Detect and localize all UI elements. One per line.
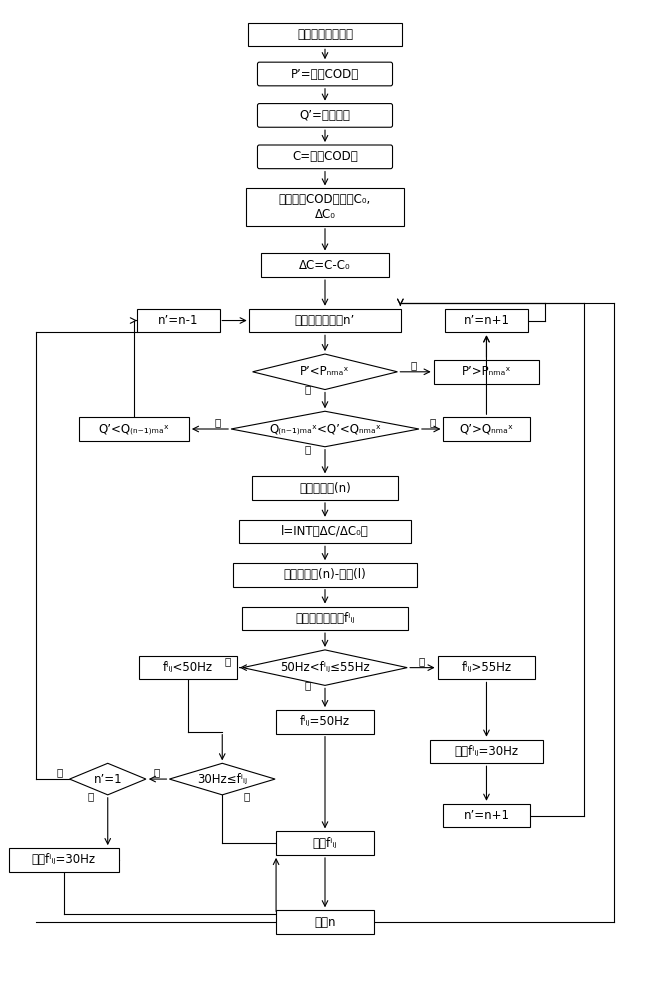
Polygon shape — [253, 354, 397, 390]
Text: 计算鼓风机频率fⁱᵢⱼ: 计算鼓风机频率fⁱᵢⱼ — [295, 612, 355, 625]
FancyBboxPatch shape — [257, 104, 393, 127]
Bar — [246, 188, 404, 226]
Text: 读取进、出水数据: 读取进、出水数据 — [297, 28, 353, 41]
Polygon shape — [170, 763, 275, 795]
Text: 是: 是 — [304, 444, 311, 454]
Text: Q₍ₙ₋₁₎ₘₐˣ<Q’<Qₙₘₐˣ: Q₍ₙ₋₁₎ₘₐˣ<Q’<Qₙₘₐˣ — [269, 422, 381, 436]
Bar — [249, 309, 401, 332]
Bar — [276, 910, 374, 934]
Text: fⁱᵢⱼ<50Hz: fⁱᵢⱼ<50Hz — [163, 661, 213, 674]
Polygon shape — [70, 763, 146, 795]
Bar — [443, 804, 530, 827]
Text: n’=1: n’=1 — [94, 773, 122, 786]
Text: 输出fⁱᵢⱼ=30Hz: 输出fⁱᵢⱼ=30Hz — [32, 853, 96, 866]
Text: 是: 是 — [87, 791, 93, 801]
Text: l=INT（ΔC/ΔC₀）: l=INT（ΔC/ΔC₀） — [281, 525, 369, 538]
Text: 否: 否 — [225, 656, 231, 666]
Text: 输出fⁱᵢⱼ: 输出fⁱᵢⱼ — [313, 837, 337, 850]
Text: 否: 否 — [57, 767, 63, 777]
FancyBboxPatch shape — [257, 62, 393, 86]
Text: 否: 否 — [410, 360, 417, 370]
Text: ΔC=C-C₀: ΔC=C-C₀ — [299, 259, 351, 272]
Text: 50Hz<fⁱᵢⱼ≤55Hz: 50Hz<fⁱᵢⱼ≤55Hz — [280, 661, 370, 674]
Bar — [139, 656, 237, 679]
Bar — [276, 831, 374, 855]
Text: 否: 否 — [153, 767, 160, 777]
Text: fⁱᵢⱼ>55Hz: fⁱᵢⱼ>55Hz — [462, 661, 512, 674]
Bar — [430, 740, 543, 763]
Text: fⁱᵢⱼ=50Hz: fⁱᵢⱼ=50Hz — [300, 715, 350, 728]
Text: 是: 是 — [244, 791, 250, 801]
Text: 输出n: 输出n — [314, 916, 336, 929]
Text: n’=n+1: n’=n+1 — [463, 809, 510, 822]
Text: 输出fⁱᵢⱼ=30Hz: 输出fⁱᵢⱼ=30Hz — [454, 745, 519, 758]
Bar — [252, 476, 398, 500]
Bar — [276, 710, 374, 734]
Text: P’<Pₙₘₐˣ: P’<Pₙₘₐˣ — [300, 365, 350, 378]
Text: Q’>Qₙₘₐˣ: Q’>Qₙₘₐˣ — [460, 422, 514, 436]
Text: n’=n-1: n’=n-1 — [158, 314, 198, 327]
Polygon shape — [231, 411, 419, 447]
Polygon shape — [243, 650, 407, 685]
Bar — [443, 417, 530, 441]
Bar — [242, 606, 408, 630]
Bar — [445, 309, 528, 332]
Text: Q’<Q₍ₙ₋₁₎ₘₐˣ: Q’<Q₍ₙ₋₁₎ₘₐˣ — [99, 422, 170, 436]
Text: P’=进水COD值: P’=进水COD值 — [291, 68, 359, 81]
Text: 是: 是 — [304, 385, 311, 395]
Bar — [437, 656, 536, 679]
Bar — [434, 360, 540, 384]
Text: 选择三维表(n): 选择三维表(n) — [299, 482, 351, 495]
Text: Q’=进水水量: Q’=进水水量 — [300, 109, 350, 122]
Bar — [136, 309, 220, 332]
Bar — [239, 520, 411, 543]
Text: P’>Pₙₘₐˣ: P’>Pₙₘₐˣ — [462, 365, 511, 378]
Bar — [9, 848, 118, 872]
Text: 输入鼓风机台数n’: 输入鼓风机台数n’ — [295, 314, 355, 327]
Text: 输入出水COD设定值C₀,
ΔC₀: 输入出水COD设定值C₀, ΔC₀ — [279, 193, 371, 221]
Text: C=出水COD值: C=出水COD值 — [292, 150, 358, 163]
Text: 否: 否 — [419, 656, 425, 666]
Bar — [261, 253, 389, 277]
Text: 否: 否 — [214, 417, 220, 427]
Bar — [233, 563, 417, 587]
Text: 是: 是 — [304, 680, 311, 690]
FancyBboxPatch shape — [257, 145, 393, 169]
Text: 否: 否 — [430, 417, 436, 427]
Text: n’=n+1: n’=n+1 — [463, 314, 510, 327]
Bar — [248, 23, 402, 46]
Text: 30Hz≤fⁱᵢⱼ: 30Hz≤fⁱᵢⱼ — [197, 773, 247, 786]
Bar — [79, 417, 189, 441]
Text: 执行三维表(n)-分表(l): 执行三维表(n)-分表(l) — [283, 568, 367, 581]
